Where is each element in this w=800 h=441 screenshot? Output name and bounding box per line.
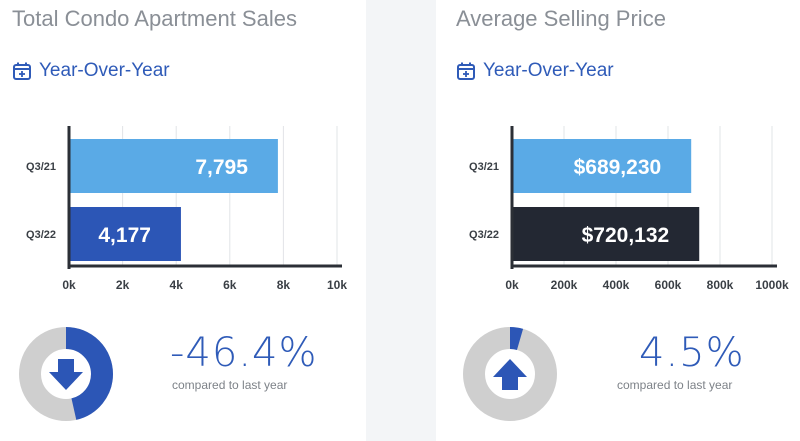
compare-text: compared to last year [172, 378, 288, 392]
x-tick-label: 2k [116, 278, 130, 292]
bar [513, 207, 700, 261]
arrow-shaft [502, 376, 518, 390]
panel-average-price: Average Selling Price Year-Over-Year $68… [436, 0, 800, 441]
bar-value-label: 7,795 [195, 156, 248, 179]
category-label: Q3/21 [26, 161, 56, 173]
calendar-plus-icon [13, 62, 31, 80]
category-label: Q3/22 [469, 229, 499, 241]
percent-change: 4.5% [639, 330, 745, 376]
x-tick-label: 0k [62, 278, 76, 292]
subtitle-label: Year-Over-Year [483, 60, 614, 81]
bar-value-label: $689,230 [574, 156, 662, 179]
arrow-down-icon [49, 359, 83, 390]
x-tick-label: 6k [223, 278, 237, 292]
arrow-shaft [58, 359, 74, 373]
x-tick-label: 1000k [755, 278, 789, 292]
percent-change: -46.4% [170, 330, 318, 376]
donut-progress [19, 327, 113, 421]
x-tick-label: 8k [277, 278, 291, 292]
category-label: Q3/21 [469, 161, 499, 173]
donut-progress [463, 327, 557, 421]
panel-condo-sales: Total Condo Apartment Sales Year-Over-Ye… [0, 0, 366, 441]
x-tick-label: 10k [327, 278, 347, 292]
x-tick-label: 0k [505, 278, 519, 292]
compare-text: compared to last year [617, 378, 733, 392]
x-tick-label: 4k [170, 278, 184, 292]
bar [70, 207, 181, 261]
panel-title: Total Condo Apartment Sales [12, 6, 297, 31]
change-donut [463, 327, 557, 421]
bar-value-label: $720,132 [582, 224, 670, 247]
bar [513, 139, 692, 193]
condo-sales-bar-chart: 7,795 Q3/21 4,177 Q3/22 0k 2k 4k 6k 8k 10k [26, 126, 347, 292]
average-price-bar-chart: $689,230 Q3/21 $720,132 Q3/22 0k 200k 400k 600k… [469, 126, 789, 292]
arrow-head [493, 359, 527, 377]
change-donut [19, 327, 113, 421]
subtitle-label: Year-Over-Year [39, 60, 170, 81]
calendar-plus-icon [457, 62, 475, 80]
panel-title: Average Selling Price [456, 6, 666, 31]
arrow-up-icon [493, 359, 527, 390]
bar-value-label: 4,177 [98, 224, 151, 247]
x-tick-label: 800k [707, 278, 734, 292]
x-tick-label: 200k [551, 278, 578, 292]
x-tick-label: 600k [655, 278, 682, 292]
x-tick-label: 400k [603, 278, 630, 292]
bar [70, 139, 278, 193]
category-label: Q3/22 [26, 229, 56, 241]
arrow-head [49, 372, 83, 390]
